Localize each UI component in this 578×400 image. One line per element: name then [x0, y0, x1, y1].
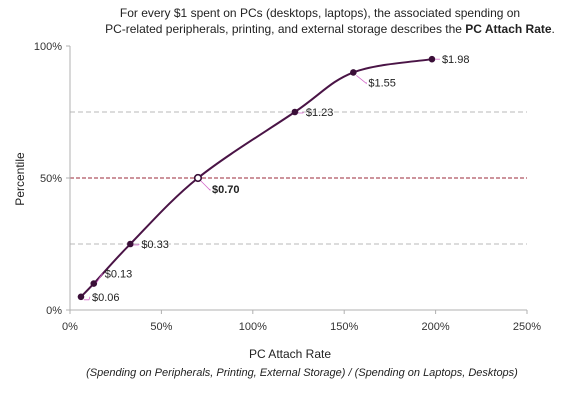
- y-tick-label: 50%: [40, 173, 62, 185]
- x-tick-label: 0%: [62, 321, 78, 333]
- x-tick-label: 50%: [150, 321, 172, 333]
- y-tick-label: 100%: [34, 41, 62, 53]
- data-label: $0.13: [105, 269, 133, 281]
- label-leader-line: [200, 180, 211, 191]
- data-labels-layer: $0.06 $0.13 $0.33 $0.70 $1.23 $1.55 $1.98: [83, 54, 470, 304]
- axes-layer: 0% 50% 100% 0% 50% 100% 150% 200% 250%: [34, 41, 541, 333]
- y-axis-label: Percentile: [13, 152, 27, 206]
- chart-title-line-1: For every $1 spent on PCs (desktops, lap…: [120, 6, 520, 20]
- y-tick-label: 0%: [46, 305, 62, 317]
- label-leader-line: [83, 296, 91, 301]
- chart-title-line-2: PC-related peripherals, printing, and ex…: [105, 22, 555, 36]
- data-label: $1.23: [306, 107, 334, 119]
- x-tick-label: 200%: [422, 321, 450, 333]
- data-point: [291, 108, 299, 116]
- chart-title-line-2-prefix: PC-related peripherals, printing, and ex…: [105, 22, 465, 36]
- data-label: $0.33: [141, 239, 169, 251]
- x-tick-label: 250%: [513, 321, 541, 333]
- x-axis-label: PC Attach Rate: [249, 347, 331, 361]
- data-label: $0.06: [92, 292, 120, 304]
- data-points-layer: [77, 55, 436, 301]
- label-leader-line: [297, 111, 305, 114]
- label-leader-line: [356, 75, 367, 85]
- data-point: [193, 173, 203, 183]
- chart-title-line-2-suffix: .: [552, 22, 555, 36]
- x-tick-label: 100%: [239, 321, 267, 333]
- x-axis-sublabel: (Spending on Peripherals, Printing, Exte…: [86, 367, 518, 379]
- data-label: $1.98: [442, 54, 470, 66]
- data-point: [127, 240, 134, 248]
- data-label: $0.70: [212, 184, 240, 196]
- data-label: $1.55: [368, 77, 396, 89]
- chart-title-line-2-bold: PC Attach Rate: [465, 22, 552, 36]
- data-point: [428, 55, 436, 63]
- x-tick-label: 150%: [330, 321, 358, 333]
- label-leader-line: [96, 273, 104, 283]
- data-point: [77, 293, 85, 301]
- data-point: [90, 280, 98, 287]
- grid-layer: [70, 111, 527, 245]
- data-point: [350, 69, 357, 76]
- label-leader-line: [133, 243, 140, 246]
